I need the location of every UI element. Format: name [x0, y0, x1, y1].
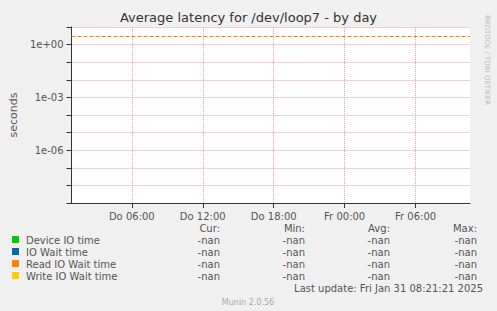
svg-text:-nan: -nan	[198, 271, 220, 282]
svg-text:-nan: -nan	[455, 259, 477, 270]
svg-text:1e-06: 1e-06	[35, 145, 64, 156]
svg-text:1e-03: 1e-03	[35, 92, 64, 103]
svg-text:Device IO time: Device IO time	[26, 235, 100, 246]
svg-text:-nan: -nan	[198, 259, 220, 270]
svg-text:Read IO Wait time: Read IO Wait time	[26, 259, 116, 270]
svg-text:Average latency for /dev/loop7: Average latency for /dev/loop7 - by day	[120, 10, 377, 25]
svg-text:Fr 06:00: Fr 06:00	[395, 211, 436, 222]
svg-text:-nan: -nan	[198, 247, 220, 258]
svg-text:-nan: -nan	[368, 259, 390, 270]
svg-text:1e+00: 1e+00	[30, 39, 64, 50]
svg-text:Max:: Max:	[453, 223, 477, 234]
svg-text:RRDTOOL / TOBI OETIKER: RRDTOOL / TOBI OETIKER	[483, 15, 491, 105]
svg-text:-nan: -nan	[455, 235, 477, 246]
svg-text:-nan: -nan	[368, 247, 390, 258]
svg-text:Min:: Min:	[284, 223, 305, 234]
svg-text:-nan: -nan	[368, 235, 390, 246]
svg-text:Do 12:00: Do 12:00	[180, 211, 226, 222]
svg-text:-nan: -nan	[455, 271, 477, 282]
svg-text:seconds: seconds	[7, 92, 20, 137]
svg-text:-nan: -nan	[283, 259, 305, 270]
svg-text:Do 06:00: Do 06:00	[109, 211, 155, 222]
svg-text:-nan: -nan	[283, 247, 305, 258]
svg-text:Last update: Fri Jan 31 08:21:: Last update: Fri Jan 31 08:21:21 2025	[294, 283, 483, 294]
svg-text:-nan: -nan	[283, 235, 305, 246]
svg-text:Cur:: Cur:	[199, 223, 220, 234]
svg-text:-nan: -nan	[368, 271, 390, 282]
svg-text:IO Wait time: IO Wait time	[26, 247, 88, 258]
svg-text:Avg:: Avg:	[368, 223, 390, 234]
svg-text:-nan: -nan	[198, 235, 220, 246]
svg-text:-nan: -nan	[283, 271, 305, 282]
svg-text:Munin 2.0.56: Munin 2.0.56	[222, 298, 274, 307]
svg-text:-nan: -nan	[455, 247, 477, 258]
svg-text:Write IO Wait time: Write IO Wait time	[26, 271, 117, 282]
svg-text:Do 18:00: Do 18:00	[251, 211, 297, 222]
svg-text:Fr 00:00: Fr 00:00	[324, 211, 365, 222]
